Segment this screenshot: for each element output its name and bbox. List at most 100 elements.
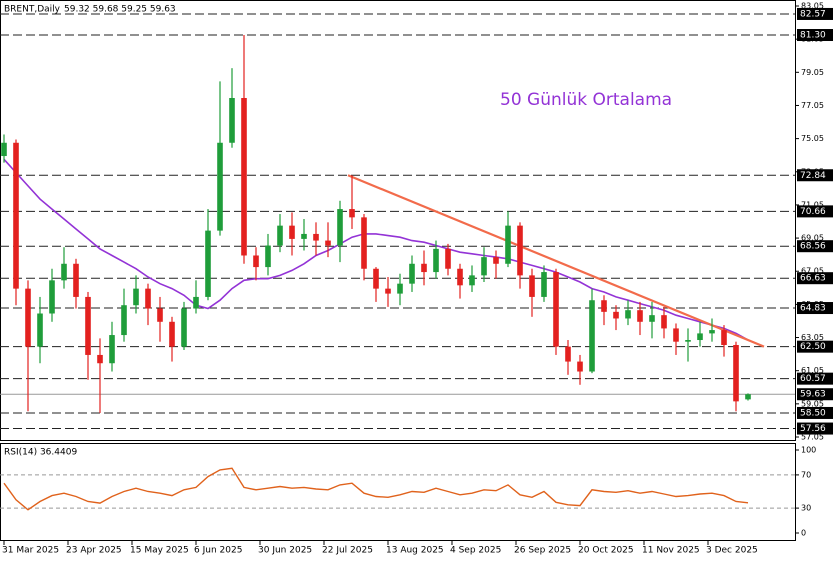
rsi-tick-label: 30: [801, 504, 811, 513]
candle-body: [205, 230, 211, 297]
x-tick-label: 6 Jun 2025: [194, 546, 242, 556]
candle-body: [493, 257, 499, 264]
indicator-title: RSI(14) 36.4409: [4, 448, 77, 458]
x-tick-label: 13 Aug 2025: [386, 546, 444, 556]
level-label: 70.66: [800, 207, 826, 217]
candle-body: [121, 305, 127, 336]
last-price-box: [797, 388, 833, 401]
x-tick-label: 4 Sep 2025: [450, 546, 501, 556]
candle-body: [1, 142, 7, 157]
candle-body: [193, 296, 199, 309]
candle-body: [97, 354, 103, 364]
candle-body: [661, 315, 667, 329]
rsi-pane: [0, 443, 796, 541]
level-label-box: [797, 406, 833, 419]
candle-body: [469, 275, 475, 286]
candle-body: [37, 313, 43, 347]
candle-body: [505, 225, 511, 264]
candle-body: [529, 275, 535, 297]
level-label: 66.63: [800, 274, 826, 284]
y-tick-label: 69.05: [801, 234, 824, 243]
candle-body: [445, 248, 451, 269]
candle-body: [433, 248, 439, 273]
candle-body: [673, 328, 679, 342]
candle-body: [85, 296, 91, 355]
candle-body: [649, 315, 655, 322]
y-tick-label: 59.05: [801, 399, 824, 408]
x-tick-label: 15 May 2025: [130, 546, 189, 556]
y-tick-label: 57.05: [801, 433, 824, 442]
level-label: 81.30: [800, 31, 826, 41]
candle-body: [133, 288, 139, 306]
candle-body: [313, 233, 319, 241]
x-tick-label: 30 Jun 2025: [258, 546, 312, 556]
level-label: 57.56: [800, 424, 826, 434]
level-label: 68.56: [800, 242, 826, 252]
level-label: 58.50: [800, 408, 826, 418]
candle-body: [337, 209, 343, 246]
level-label-box: [797, 29, 833, 42]
candle-body: [229, 98, 235, 143]
candle-body: [613, 311, 619, 319]
moving-average: [3, 158, 749, 341]
x-tick-label: 11 Nov 2025: [642, 546, 700, 556]
candle-body: [145, 288, 151, 309]
candle-body: [409, 263, 415, 284]
annotation: 50 Günlük Ortalama: [500, 90, 672, 110]
candle-body: [637, 310, 643, 322]
candle-body: [181, 308, 187, 347]
candle-body: [49, 280, 55, 314]
candle-body: [685, 340, 691, 342]
price-pane: [0, 0, 796, 441]
y-tick-label: 75.05: [801, 134, 824, 143]
level-label-box: [797, 372, 833, 385]
x-tick-label: 3 Dec 2025: [706, 546, 758, 556]
candle-body: [421, 263, 427, 273]
candle-body: [625, 310, 631, 319]
level-label-box: [797, 205, 833, 218]
chart-title: BRENT,Daily: [4, 5, 61, 15]
ohlc-label: 59.32 59.68 59.25 59.63: [64, 5, 176, 15]
trendline: [347, 174, 765, 348]
level-label-box: [797, 272, 833, 285]
candle-body: [709, 330, 715, 334]
y-tick-label: 61.05: [801, 366, 824, 375]
level-label-box: [797, 169, 833, 182]
x-tick-label: 23 Apr 2025: [66, 546, 122, 556]
x-tick-label: 26 Sep 2025: [514, 546, 571, 556]
candle-body: [457, 268, 463, 286]
candle-body: [481, 257, 487, 276]
level-label: 62.50: [800, 342, 826, 352]
candle-body: [253, 255, 259, 268]
candle-body: [289, 225, 295, 239]
candle-body: [721, 330, 727, 345]
level-label: 82.57: [800, 9, 826, 19]
level-label: 72.84: [800, 171, 826, 181]
x-tick-label: 20 Oct 2025: [578, 546, 634, 556]
candle-body: [565, 346, 571, 362]
candle-body: [517, 225, 523, 276]
rsi-tick-label: 70: [801, 470, 811, 479]
last-price-label: 59.63: [800, 390, 826, 400]
candle-body: [169, 321, 175, 347]
level-label-box: [797, 340, 833, 353]
candle-body: [301, 233, 307, 239]
candle-body: [241, 98, 247, 256]
level-label: 64.83: [800, 304, 826, 314]
candle-body: [697, 333, 703, 341]
level-label: 60.57: [800, 374, 826, 384]
candle-body: [325, 240, 331, 246]
y-tick-label: 83.05: [801, 2, 824, 11]
candle-body: [13, 142, 19, 289]
candle-body: [601, 300, 607, 312]
rsi-tick-label: 100: [801, 446, 816, 455]
y-tick-label: 67.05: [801, 267, 824, 276]
level-label-box: [797, 7, 833, 20]
candle-body: [25, 288, 31, 347]
y-tick-label: 71.05: [801, 200, 824, 209]
y-tick-label: 77.05: [801, 101, 824, 110]
x-tick-label: 31 Mar 2025: [2, 546, 59, 556]
candle-body: [73, 263, 79, 297]
